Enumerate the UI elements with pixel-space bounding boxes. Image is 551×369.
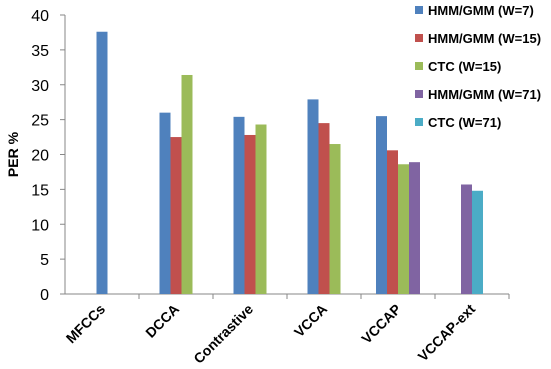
bar-contrastive-series-0 (233, 116, 245, 295)
legend-swatch (415, 6, 423, 14)
bar-contrastive-series-1 (244, 134, 256, 294)
y-tick-label: 10 (31, 217, 49, 234)
y-tick-label: 40 (31, 8, 49, 25)
bar-vcca-series-2 (329, 144, 341, 294)
x-category-label: VCCAP-ext (415, 301, 479, 365)
y-tick-label: 5 (40, 252, 49, 269)
legend-swatch (415, 90, 423, 98)
y-axis-ticks: 0 5 10 15 20 25 30 35 40 (31, 8, 65, 304)
bar-vccap-ext-series-4 (472, 190, 483, 294)
bar-vccap-series-3 (409, 162, 420, 294)
y-tick-label: 15 (31, 182, 49, 199)
y-tick-label: 35 (31, 43, 49, 60)
legend-label: HMM/GMM (W=15) (428, 31, 541, 46)
bar-vccap-series-1 (387, 150, 398, 294)
legend-label: HMM/GMM (W=7) (428, 3, 534, 18)
bar-mfccs-series-0 (96, 31, 108, 295)
bar-dcca-series-1 (170, 137, 182, 294)
x-category-label: VCCA (291, 301, 330, 340)
legend-label: CTC (W=15) (428, 59, 501, 74)
bar-vcca-series-0 (307, 99, 319, 295)
y-tick-label: 30 (31, 78, 49, 95)
y-axis-label: PER % (5, 131, 21, 177)
bars (96, 31, 483, 295)
bar-dcca-series-0 (159, 112, 171, 295)
bar-contrastive-series-2 (255, 124, 267, 294)
y-tick-label: 20 (31, 148, 49, 165)
axes (64, 15, 509, 295)
legend-label: HMM/GMM (W=71) (428, 87, 541, 102)
x-category-label: Contrastive (190, 301, 256, 367)
x-category-label: DCCA (142, 301, 182, 341)
y-tick-label: 0 (40, 287, 49, 304)
y-tick-label: 25 (31, 113, 49, 130)
bar-vcca-series-1 (318, 123, 330, 294)
x-axis-categories: MFCCs DCCA Contrastive VCCA VCCAP VCCAP-ext (63, 294, 510, 367)
bar-vccap-series-2 (398, 164, 409, 294)
bar-vccap-ext-series-3 (461, 184, 472, 294)
bar-vccap-series-0 (376, 116, 387, 294)
legend-swatch (415, 34, 423, 42)
x-category-label: VCCAP (358, 301, 404, 347)
legend: HMM/GMM (W=7) HMM/GMM (W=15) CTC (W=15) HMM… (415, 3, 541, 130)
legend-label: CTC (W=71) (428, 115, 501, 130)
bar-dcca-series-2 (181, 74, 193, 294)
legend-swatch (415, 62, 423, 70)
x-category-label: MFCCs (63, 301, 109, 347)
legend-swatch (415, 118, 423, 126)
